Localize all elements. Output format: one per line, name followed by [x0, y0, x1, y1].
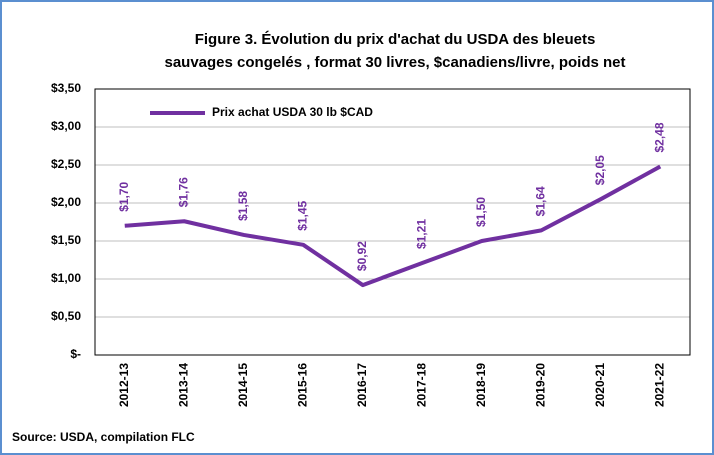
- y-tick-label: $2,50: [51, 157, 81, 171]
- chart-title: sauvages congelés , format 30 livres, $c…: [164, 54, 625, 71]
- y-tick-label: $3,00: [51, 119, 81, 133]
- data-label: $1,45: [295, 200, 309, 230]
- x-tick-label: 2012-13: [117, 363, 131, 407]
- x-tick-label: 2019-20: [533, 363, 547, 407]
- x-tick-label: 2016-17: [355, 363, 369, 407]
- data-label: $1,64: [533, 186, 547, 216]
- x-tick-label: 2015-16: [295, 363, 309, 407]
- chart-title: Figure 3. Évolution du prix d'achat du U…: [195, 31, 596, 48]
- data-label: $2,05: [593, 155, 607, 185]
- x-tick-label: 2014-15: [236, 363, 250, 407]
- x-tick-label: 2020-21: [593, 363, 607, 407]
- x-tick-label: 2018-19: [474, 363, 488, 407]
- y-tick-label: $0,50: [51, 309, 81, 323]
- line-series: [124, 164, 662, 288]
- data-label: $1,70: [117, 181, 131, 211]
- data-label: $1,21: [414, 219, 428, 249]
- x-tick-label: 2013-14: [176, 363, 190, 407]
- y-tick-label: $-: [70, 347, 81, 361]
- data-label: $1,76: [176, 177, 190, 207]
- legend-label: Prix achat USDA 30 lb $CAD: [212, 105, 373, 119]
- y-tick-label: $3,50: [51, 81, 81, 95]
- data-label: $0,92: [355, 241, 369, 271]
- y-tick-label: $1,00: [51, 271, 81, 285]
- y-tick-label: $1,50: [51, 233, 81, 247]
- x-tick-label: 2017-18: [414, 363, 428, 407]
- plot-border: [94, 88, 691, 356]
- y-tick-label: $2,00: [51, 195, 81, 209]
- data-label: $1,58: [236, 191, 250, 221]
- x-tick-label: 2021-22: [652, 363, 666, 407]
- data-label: $1,50: [474, 197, 488, 227]
- data-label: $2,48: [652, 122, 666, 152]
- source-note: Source: USDA, compilation FLC: [12, 430, 195, 444]
